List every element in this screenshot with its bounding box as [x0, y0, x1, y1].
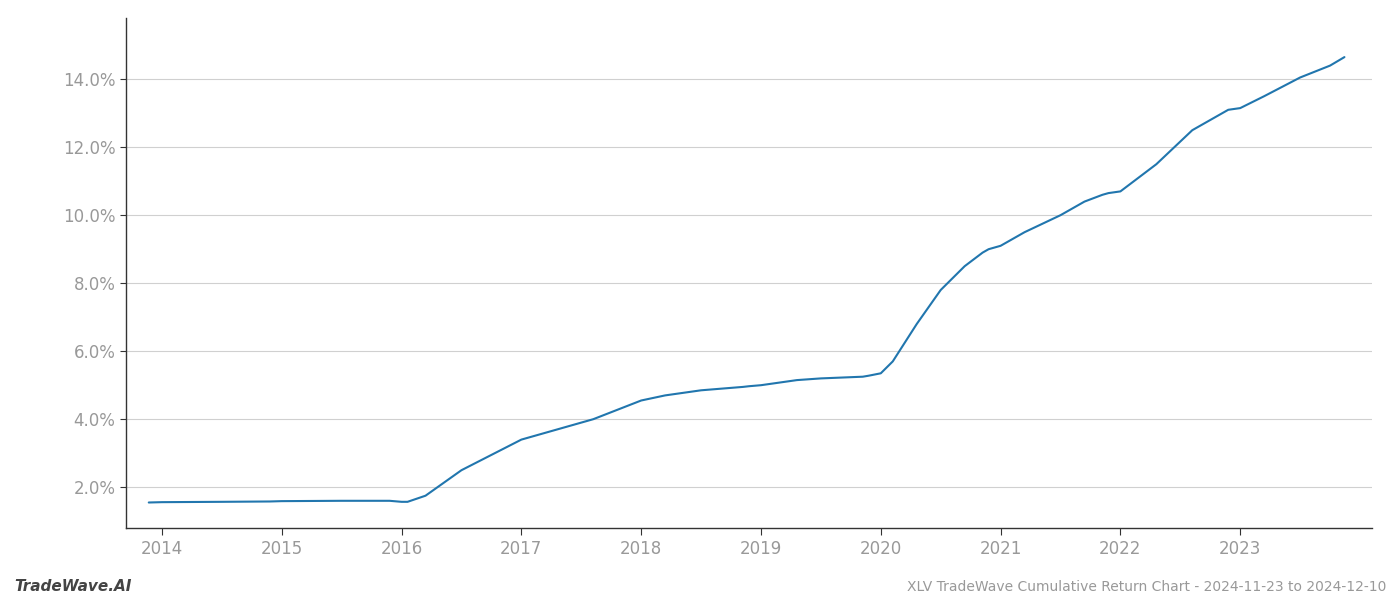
Text: XLV TradeWave Cumulative Return Chart - 2024-11-23 to 2024-12-10: XLV TradeWave Cumulative Return Chart - …: [907, 580, 1386, 594]
Text: TradeWave.AI: TradeWave.AI: [14, 579, 132, 594]
